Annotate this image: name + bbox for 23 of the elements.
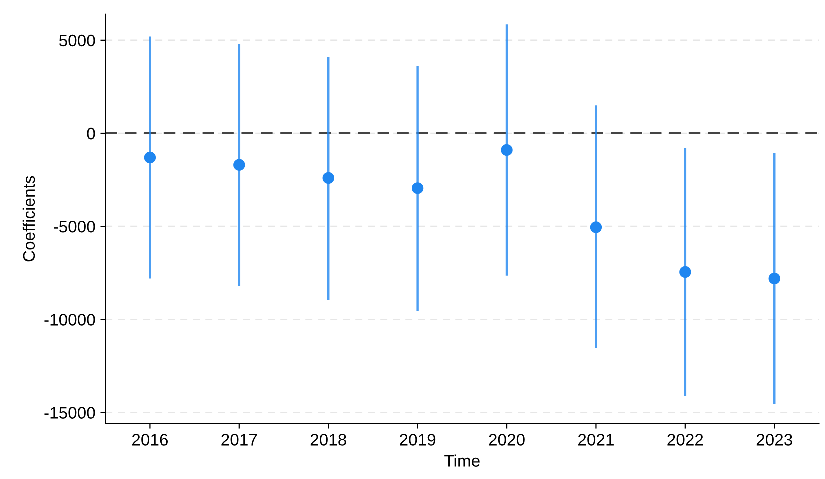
x-tick-label: 2021	[578, 434, 614, 446]
y-tick-label: -15000	[44, 407, 96, 419]
x-tick-label: 2016	[132, 434, 168, 446]
y-axis-title: Coefficients	[22, 176, 36, 262]
y-tick-label: -5000	[54, 220, 96, 233]
point	[590, 222, 602, 234]
point	[680, 266, 692, 278]
point	[412, 182, 424, 194]
point	[322, 172, 334, 184]
point	[501, 144, 513, 156]
y-tick-label: -10000	[44, 314, 96, 326]
point	[768, 272, 780, 285]
y-tick-label: 5000	[59, 34, 96, 47]
x-tick-label: 2017	[222, 434, 258, 446]
x-axis-title: Time	[444, 454, 480, 467]
point	[234, 159, 246, 171]
point	[144, 152, 156, 164]
x-tick-label: 2022	[668, 434, 704, 446]
y-tick-label: 0	[87, 128, 96, 140]
x-tick-label: 2019	[400, 434, 436, 446]
x-tick-label: 2023	[756, 434, 792, 446]
x-tick-label: 2020	[489, 434, 525, 446]
x-tick-label: 2018	[310, 434, 346, 446]
